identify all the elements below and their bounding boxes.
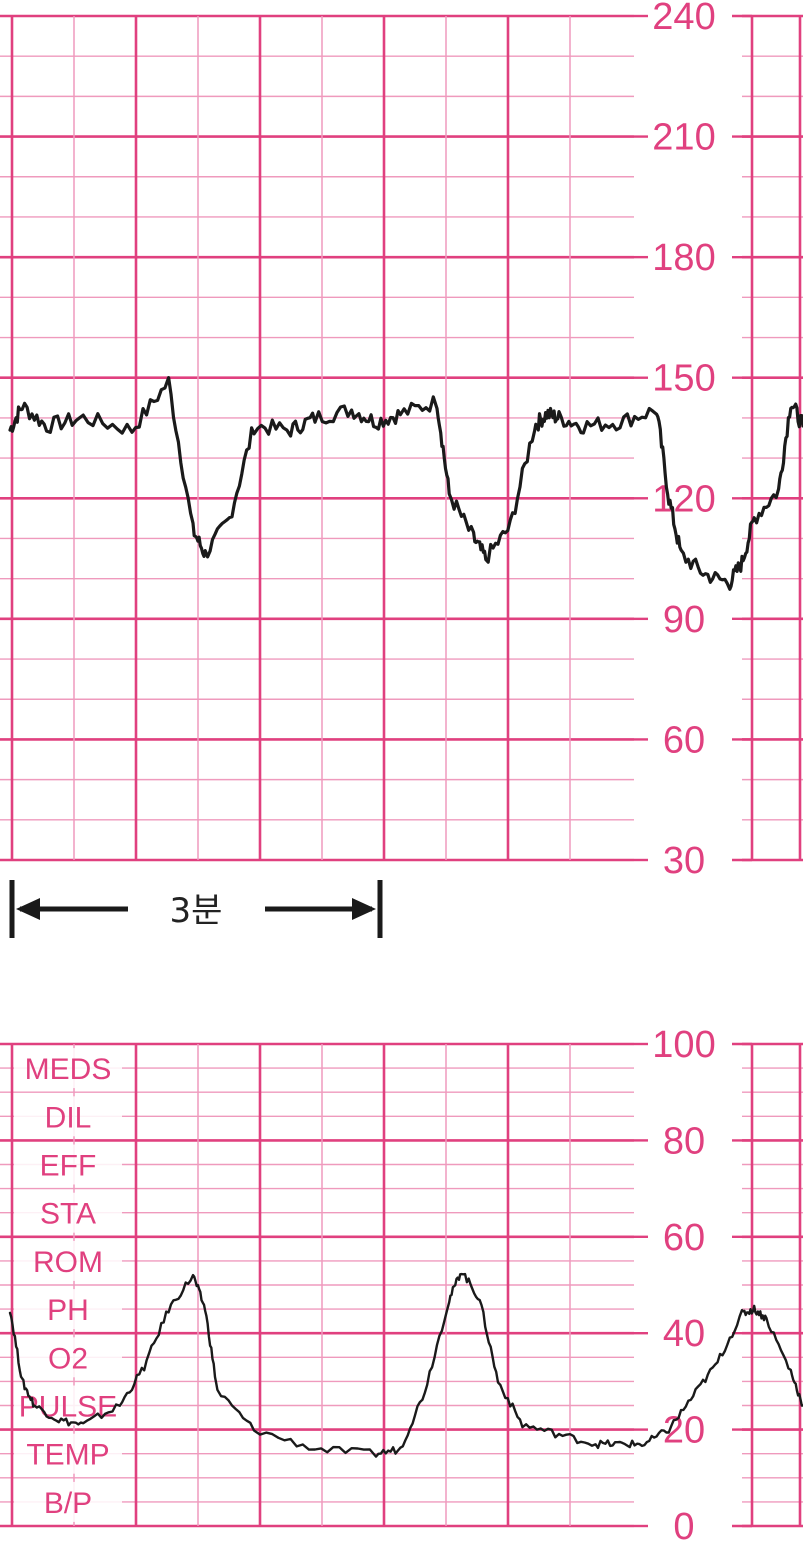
y-tick-label: 60 <box>663 1217 705 1259</box>
side-label-bg <box>14 1048 122 1089</box>
y-tick-label: 0 <box>673 1506 694 1546</box>
side-label-bg <box>14 1289 122 1330</box>
side-label-bg <box>14 1144 122 1185</box>
marker-right-arrowhead <box>352 898 376 920</box>
side-label: MEDS <box>25 1053 112 1086</box>
uterine-contraction-trace <box>8 1272 803 1458</box>
fetal-heart-rate-trace <box>8 376 803 591</box>
side-label: ROM <box>33 1246 103 1279</box>
y-tick-label: 210 <box>652 117 715 159</box>
y-tick-label: 80 <box>663 1120 705 1162</box>
side-label: PH <box>47 1294 89 1327</box>
side-label-bg <box>14 1337 122 1378</box>
y-tick-label: 180 <box>652 237 715 279</box>
y-tick-label: 60 <box>663 719 705 761</box>
duration-label: 3분 <box>170 891 223 931</box>
y-tick-label: 150 <box>652 358 715 400</box>
side-label: B/P <box>44 1487 92 1520</box>
side-label-bg <box>14 1240 122 1281</box>
side-label: TEMP <box>26 1439 109 1472</box>
side-label: EFF <box>40 1150 97 1183</box>
marker-left-arrowhead <box>16 898 40 920</box>
side-label-bg <box>14 1192 122 1233</box>
side-label-bg <box>14 1433 122 1474</box>
time-scale-marker: 3분 <box>9 880 383 938</box>
side-label: DIL <box>45 1101 92 1134</box>
y-tick-label: 40 <box>663 1313 705 1355</box>
scale-column <box>634 0 742 884</box>
scale-column <box>634 1020 742 1546</box>
side-label: STA <box>40 1198 96 1231</box>
side-label-bg <box>14 1096 122 1137</box>
side-label: O2 <box>48 1342 88 1375</box>
y-tick-label: 100 <box>652 1024 715 1066</box>
y-tick-label: 90 <box>663 599 705 641</box>
y-tick-label: 30 <box>663 840 705 882</box>
side-label-bg <box>14 1481 122 1522</box>
y-tick-label: 240 <box>652 0 715 38</box>
y-tick-label: 120 <box>652 478 715 520</box>
fetal-heart-rate-panel: 240 210 180 150 120 90 60 30 <box>0 0 803 884</box>
